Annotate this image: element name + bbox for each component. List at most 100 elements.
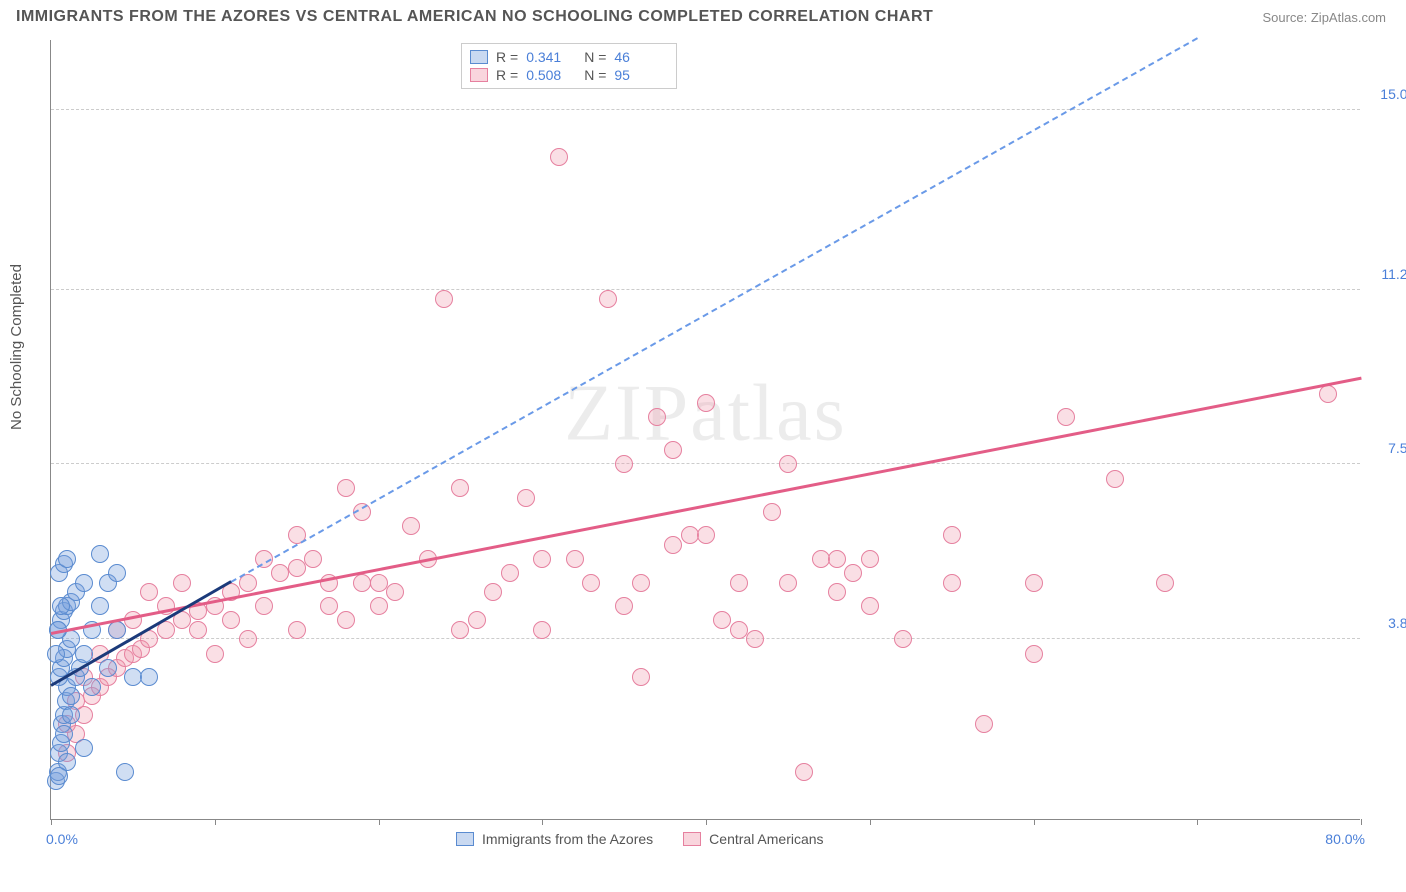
legend-blue-label: Immigrants from the Azores — [482, 831, 653, 847]
data-point — [116, 763, 134, 781]
data-point — [288, 621, 306, 639]
source-label: Source: ZipAtlas.com — [1262, 10, 1386, 25]
data-point — [140, 583, 158, 601]
data-point — [451, 479, 469, 497]
trend-line — [51, 377, 1361, 635]
data-point — [50, 767, 68, 785]
data-point — [99, 659, 117, 677]
chart-title: IMMIGRANTS FROM THE AZORES VS CENTRAL AM… — [16, 8, 933, 26]
data-point — [1106, 470, 1124, 488]
legend-series-box: Immigrants from the Azores Central Ameri… — [456, 831, 824, 847]
gridline — [51, 289, 1360, 290]
legend-row-pink: R = 0.508 N = 95 — [470, 66, 664, 84]
data-point — [91, 545, 109, 563]
data-point — [828, 583, 846, 601]
legend-item-blue: Immigrants from the Azores — [456, 831, 653, 847]
y-tick-label: 7.5% — [1365, 440, 1406, 456]
data-point — [55, 725, 73, 743]
trend-line — [231, 37, 1198, 582]
x-tick — [51, 819, 52, 825]
x-tick — [1034, 819, 1035, 825]
x-axis-max-label: 80.0% — [1325, 831, 1365, 847]
data-point — [271, 564, 289, 582]
data-point — [386, 583, 404, 601]
data-point — [189, 621, 207, 639]
data-point — [1057, 408, 1075, 426]
data-point — [681, 526, 699, 544]
data-point — [206, 645, 224, 663]
data-point — [664, 441, 682, 459]
data-point — [62, 706, 80, 724]
data-point — [812, 550, 830, 568]
x-tick — [706, 819, 707, 825]
data-point — [779, 574, 797, 592]
data-point — [255, 597, 273, 615]
data-point — [533, 621, 551, 639]
data-point — [140, 668, 158, 686]
y-tick-label: 3.8% — [1365, 615, 1406, 631]
data-point — [664, 536, 682, 554]
y-tick-label: 15.0% — [1365, 86, 1406, 102]
data-point — [402, 517, 420, 535]
header: IMMIGRANTS FROM THE AZORES VS CENTRAL AM… — [0, 0, 1406, 30]
data-point — [599, 290, 617, 308]
data-point — [632, 668, 650, 686]
data-point — [124, 668, 142, 686]
data-point — [52, 597, 70, 615]
swatch-blue — [456, 832, 474, 846]
data-point — [828, 550, 846, 568]
data-point — [697, 526, 715, 544]
data-point — [943, 526, 961, 544]
x-tick — [542, 819, 543, 825]
data-point — [304, 550, 322, 568]
data-point — [108, 621, 126, 639]
legend-pink-label: Central Americans — [709, 831, 823, 847]
data-point — [763, 503, 781, 521]
data-point — [1319, 385, 1337, 403]
y-axis-label: No Schooling Completed — [8, 264, 25, 430]
legend-r-label: R = — [496, 49, 518, 65]
data-point — [861, 550, 879, 568]
data-point — [62, 687, 80, 705]
data-point — [894, 630, 912, 648]
data-point — [370, 597, 388, 615]
data-point — [795, 763, 813, 781]
watermark: ZIPatlas — [564, 368, 847, 459]
x-axis-min-label: 0.0% — [46, 831, 78, 847]
x-tick — [1361, 819, 1362, 825]
data-point — [58, 550, 76, 568]
gridline — [51, 463, 1360, 464]
legend-row-blue: R = 0.341 N = 46 — [470, 48, 664, 66]
legend-n-label: N = — [584, 67, 606, 83]
legend-n-label: N = — [584, 49, 606, 65]
legend-pink-n: 95 — [614, 67, 664, 83]
data-point — [468, 611, 486, 629]
legend-blue-r: 0.341 — [526, 49, 576, 65]
data-point — [337, 611, 355, 629]
data-point — [975, 715, 993, 733]
data-point — [451, 621, 469, 639]
data-point — [83, 678, 101, 696]
data-point — [713, 611, 731, 629]
x-tick — [870, 819, 871, 825]
data-point — [582, 574, 600, 592]
data-point — [75, 574, 93, 592]
legend-item-pink: Central Americans — [683, 831, 823, 847]
data-point — [746, 630, 764, 648]
data-point — [320, 597, 338, 615]
data-point — [47, 645, 65, 663]
data-point — [632, 574, 650, 592]
data-point — [779, 455, 797, 473]
y-tick-label: 11.2% — [1365, 266, 1406, 282]
data-point — [1025, 645, 1043, 663]
data-point — [730, 574, 748, 592]
data-point — [615, 455, 633, 473]
data-point — [1156, 574, 1174, 592]
data-point — [108, 564, 126, 582]
data-point — [517, 489, 535, 507]
data-point — [75, 739, 93, 757]
data-point — [533, 550, 551, 568]
legend-pink-r: 0.508 — [526, 67, 576, 83]
data-point — [861, 597, 879, 615]
data-point — [484, 583, 502, 601]
